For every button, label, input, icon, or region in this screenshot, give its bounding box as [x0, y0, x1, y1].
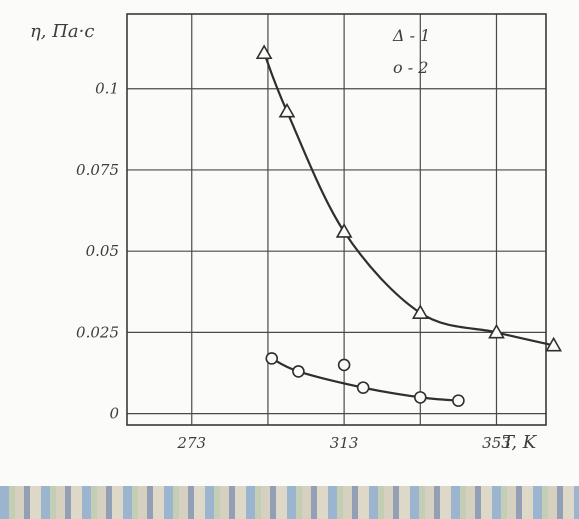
grid: [127, 14, 546, 425]
series-1-point: [278, 102, 296, 118]
series-1-point: [411, 304, 429, 319]
plot-area-border: [126, 13, 547, 426]
series-2-point: [452, 394, 465, 407]
y-tick-label: 0.075: [76, 161, 119, 179]
series-2-point: [265, 352, 279, 365]
series-1-point: [335, 223, 353, 238]
series-1-point: [255, 44, 273, 60]
plot-frame: [126, 13, 547, 426]
series-1-point: [488, 323, 505, 339]
legend: Δ - 1 o - 2: [392, 26, 430, 77]
x-tick-labels: 273 313 353: [176, 434, 510, 452]
scan-artifact-strip: [0, 486, 579, 519]
y-tick-label: 0.05: [86, 242, 119, 260]
x-tick-label: 313: [330, 434, 359, 452]
series-1-line: [263, 52, 554, 347]
y-tick-label: 0: [109, 405, 119, 423]
series-2-line: [271, 357, 459, 402]
y-tick-labels: 0 0.025 0.05 0.075 0.1: [76, 80, 119, 423]
series-1-point: [545, 336, 562, 352]
legend-entry-1: Δ - 1: [392, 26, 430, 45]
data-points: [255, 44, 562, 407]
series-curves: [263, 52, 554, 402]
y-tick-label: 0.1: [95, 80, 119, 98]
legend-entry-2: o - 2: [393, 58, 428, 77]
y-tick-label: 0.025: [76, 323, 119, 341]
y-axis-title: η, Па·с: [30, 21, 94, 42]
x-tick-label: 273: [176, 434, 206, 452]
series-2-point: [337, 358, 351, 372]
series-2-point: [292, 365, 305, 378]
series-2-point: [413, 391, 427, 404]
x-tick-label: 353: [482, 434, 511, 452]
series-2-point: [356, 381, 370, 394]
x-axis-title: T, K: [502, 432, 538, 453]
